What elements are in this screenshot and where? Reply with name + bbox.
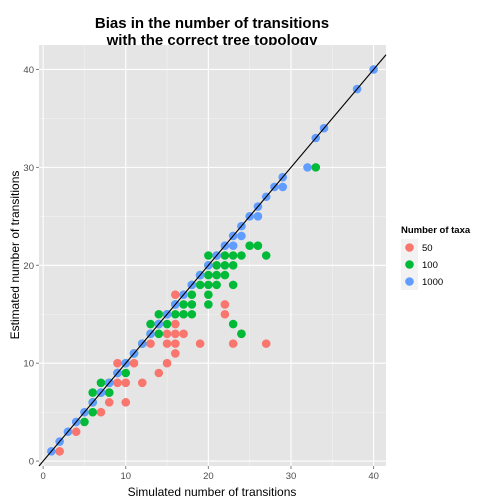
data-point-taxa-50 xyxy=(171,339,180,348)
identity-reference-line xyxy=(38,54,387,467)
data-point-taxa-100 xyxy=(212,280,221,290)
data-point-taxa-1000 xyxy=(237,231,246,241)
data-point-taxa-100 xyxy=(80,417,89,427)
legend-title: Number of taxa xyxy=(401,225,471,236)
data-point-taxa-50 xyxy=(154,368,164,378)
y-tick-label: 0 xyxy=(29,457,34,468)
data-point-taxa-50 xyxy=(129,358,139,368)
x-tick-label: 40 xyxy=(368,471,379,482)
data-point-taxa-100 xyxy=(204,251,213,260)
axis-ticks: 0 10 20 30 40 0 10 20 30 40 xyxy=(23,65,378,482)
x-axis-label: Simulated number of transitions xyxy=(128,485,297,499)
data-point-taxa-100 xyxy=(88,407,98,417)
data-point-taxa-50 xyxy=(96,407,106,417)
data-point-taxa-100 xyxy=(220,260,230,270)
data-point-taxa-100 xyxy=(237,251,246,260)
legend: Number of taxa 50 100 1000 xyxy=(401,225,471,290)
data-point-taxa-100 xyxy=(104,388,114,397)
data-point-taxa-50 xyxy=(195,339,205,348)
data-point-taxa-100 xyxy=(162,319,172,329)
data-point-taxa-1000 xyxy=(253,212,263,221)
data-point-taxa-50 xyxy=(162,358,172,368)
y-tick-label: 30 xyxy=(23,163,34,174)
grid-lines xyxy=(39,45,386,466)
data-point-taxa-100 xyxy=(154,329,164,339)
data-point-taxa-100 xyxy=(212,260,221,270)
data-point-taxa-100 xyxy=(171,309,180,319)
chart-title-line-1: Bias in the number of transitions xyxy=(95,15,329,32)
y-tick-label: 10 xyxy=(23,359,34,370)
data-point-taxa-100 xyxy=(228,251,238,260)
data-point-taxa-50 xyxy=(171,329,180,339)
data-point-taxa-50 xyxy=(137,378,147,388)
y-tick-label: 20 xyxy=(23,261,34,272)
data-point-taxa-50 xyxy=(71,427,81,437)
data-point-taxa-100 xyxy=(187,290,197,299)
data-point-taxa-100 xyxy=(154,309,164,319)
legend-label-100: 100 xyxy=(422,260,438,271)
data-point-taxa-100 xyxy=(220,270,230,280)
data-point-taxa-100 xyxy=(253,241,263,251)
data-point-taxa-100 xyxy=(237,329,246,339)
x-tick-label: 30 xyxy=(286,471,297,482)
data-point-taxa-100 xyxy=(204,280,213,290)
data-point-taxa-50 xyxy=(113,378,122,388)
legend-label-1000: 1000 xyxy=(422,277,443,288)
data-point-taxa-50 xyxy=(220,309,230,319)
data-point-taxa-50 xyxy=(228,339,238,348)
data-point-taxa-1000 xyxy=(278,182,288,192)
x-tick-label: 20 xyxy=(203,471,214,482)
data-point-taxa-100 xyxy=(261,251,271,260)
data-point-taxa-100 xyxy=(88,388,98,397)
data-point-taxa-100 xyxy=(212,270,221,280)
data-point-taxa-100 xyxy=(220,251,230,260)
data-point-taxa-50 xyxy=(171,319,180,329)
data-point-taxa-50 xyxy=(220,300,230,309)
data-point-taxa-100 xyxy=(204,270,213,280)
data-point-taxa-50 xyxy=(171,290,180,299)
data-point-taxa-100 xyxy=(245,241,254,251)
data-point-taxa-100 xyxy=(228,260,238,270)
data-point-taxa-100 xyxy=(187,300,197,309)
data-point-taxa-100 xyxy=(146,319,155,329)
legend-label-50: 50 xyxy=(422,243,433,254)
data-point-taxa-50 xyxy=(104,398,114,407)
legend-key-1000 xyxy=(405,277,414,286)
data-point-taxa-100 xyxy=(228,319,238,329)
data-point-taxa-50 xyxy=(121,398,131,407)
data-point-taxa-50 xyxy=(179,329,188,339)
chart-title-line-2: with the correct tree topology xyxy=(106,32,319,49)
data-point-taxa-1000 xyxy=(228,241,238,251)
legend-key-50 xyxy=(405,243,414,252)
y-tick-label: 40 xyxy=(23,65,34,76)
data-point-taxa-50 xyxy=(162,339,172,348)
data-point-taxa-100 xyxy=(96,378,106,388)
data-point-taxa-100 xyxy=(121,368,131,378)
data-point-taxa-50 xyxy=(171,349,180,358)
x-tick-label: 10 xyxy=(120,471,131,482)
data-point-taxa-100 xyxy=(195,280,205,290)
y-axis-label: Estimated number of transitions xyxy=(8,171,22,340)
data-point-taxa-50 xyxy=(261,339,271,348)
data-point-taxa-100 xyxy=(187,309,197,319)
identity-line xyxy=(38,54,387,467)
data-point-taxa-50 xyxy=(162,329,172,339)
data-point-taxa-100 xyxy=(228,280,238,290)
data-point-taxa-50 xyxy=(121,378,131,388)
data-point-taxa-50 xyxy=(146,339,155,348)
data-point-taxa-1000 xyxy=(303,163,312,172)
data-point-taxa-100 xyxy=(204,300,213,309)
legend-items: 50 100 1000 xyxy=(401,239,443,290)
data-point-taxa-100 xyxy=(179,309,188,319)
data-point-taxa-50 xyxy=(113,358,122,368)
data-point-taxa-100 xyxy=(204,290,213,299)
data-point-taxa-50 xyxy=(55,447,64,456)
legend-key-100 xyxy=(405,260,414,269)
x-tick-label: 0 xyxy=(40,471,45,482)
data-point-taxa-100 xyxy=(179,300,188,309)
data-point-taxa-100 xyxy=(311,163,321,172)
